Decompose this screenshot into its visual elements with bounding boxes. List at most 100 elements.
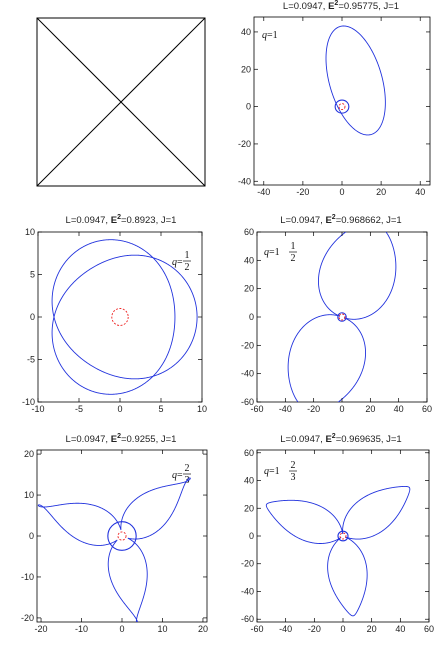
x-tick-label: 0 bbox=[340, 624, 345, 634]
horizon-circle bbox=[338, 313, 346, 321]
y-tick-label: 20 bbox=[24, 449, 34, 459]
panel-title: L=0.0947, E2=0.9255, J=1 bbox=[66, 433, 177, 445]
panel-diagram bbox=[36, 17, 206, 187]
y-tick-label: 40 bbox=[241, 27, 251, 37]
x-tick-label: 0 bbox=[339, 404, 344, 414]
orbit-path bbox=[325, 25, 386, 136]
x-tick-label: -20 bbox=[35, 624, 48, 634]
axis-layer: -40 -20 0 20 40 -40 -20 0 20 40 bbox=[238, 17, 430, 197]
panel-bottom-right: L=0.0947, E2=0.969635, J=1 q=1 2 3 -60 -4… bbox=[241, 433, 434, 634]
orbit-path bbox=[287, 232, 397, 402]
svg-text:q=: q= bbox=[172, 257, 183, 268]
x-tick-label: -40 bbox=[257, 187, 270, 197]
orbit-path bbox=[265, 485, 411, 617]
inner-orbit-circle bbox=[334, 99, 350, 114]
panel-title: L=0.0947, E2=0.8923, J=1 bbox=[66, 214, 177, 226]
axis-layer: -60 -40 -20 0 20 40 60 -60 -40 -20 0 20 40 60 bbox=[241, 227, 432, 414]
y-tick-label: -20 bbox=[241, 340, 254, 350]
axis-layer: -20 -10 0 10 20 -20 -10 0 10 20 bbox=[21, 449, 208, 634]
x-tick-label: 5 bbox=[158, 404, 163, 414]
q-label: q=1 bbox=[262, 30, 278, 41]
orbit-layer bbox=[51, 239, 198, 395]
orbit-layer bbox=[37, 477, 191, 622]
horizon-circle bbox=[111, 308, 129, 326]
axis-layer: -10 -5 0 5 10 -10 -5 0 5 10 bbox=[22, 227, 207, 414]
panel-title: L=0.0947, E2=0.95775, J=1 bbox=[283, 0, 399, 12]
svg-text:2: 2 bbox=[291, 253, 296, 264]
y-tick-label: 60 bbox=[244, 227, 254, 237]
x-tick-label: -60 bbox=[250, 624, 263, 634]
diagonal-line-2 bbox=[36, 17, 206, 187]
svg-text:2: 2 bbox=[185, 463, 190, 474]
x-tick-label: 0 bbox=[119, 624, 124, 634]
svg-text:1: 1 bbox=[291, 241, 296, 252]
x-tick-label: 20 bbox=[198, 624, 208, 634]
x-tick-label: -20 bbox=[296, 187, 309, 197]
orbit-path bbox=[37, 477, 191, 622]
y-tick-label: 20 bbox=[241, 64, 251, 74]
svg-text:q=1: q=1 bbox=[264, 466, 280, 477]
panel-bottom-left: L=0.0947, E2=0.9255, J=1 q= 2 3 -20 -10 0 1… bbox=[21, 433, 208, 634]
svg-text:2: 2 bbox=[291, 460, 296, 471]
y-tick-label: 0 bbox=[246, 102, 251, 112]
x-tick-label: 0 bbox=[339, 187, 344, 197]
svg-text:1: 1 bbox=[185, 250, 190, 261]
y-tick-label: -5 bbox=[27, 355, 35, 365]
y-tick-label: -10 bbox=[22, 397, 35, 407]
x-tick-label: 60 bbox=[424, 624, 434, 634]
panel-middle-right: L=0.0947, E2=0.968662, J=1 q=1 1 2 -60 -4… bbox=[241, 214, 432, 414]
y-tick-label: -20 bbox=[241, 559, 254, 569]
plot-frame bbox=[253, 16, 431, 186]
q-label: q=1 1 2 bbox=[264, 241, 297, 264]
x-tick-label: -5 bbox=[75, 404, 83, 414]
orbit-layer bbox=[325, 25, 386, 136]
y-tick-label: -40 bbox=[241, 586, 254, 596]
panel-title: L=0.0947, E2=0.969635, J=1 bbox=[280, 433, 401, 445]
horizon-circle bbox=[338, 103, 346, 111]
x-tick-label: 60 bbox=[422, 404, 432, 414]
svg-text:2: 2 bbox=[185, 262, 190, 273]
x-tick-label: -10 bbox=[75, 624, 88, 634]
x-tick-label: 10 bbox=[197, 404, 207, 414]
y-tick-label: 10 bbox=[24, 490, 34, 500]
x-tick-label: 40 bbox=[415, 187, 425, 197]
q-label: q= 1 2 bbox=[172, 250, 191, 273]
svg-text:q=1: q=1 bbox=[264, 247, 280, 258]
x-tick-label: -40 bbox=[279, 404, 292, 414]
y-tick-label: 20 bbox=[244, 503, 254, 513]
x-tick-label: 40 bbox=[394, 404, 404, 414]
x-tick-label: 0 bbox=[117, 404, 122, 414]
plot-frame bbox=[256, 231, 428, 403]
panel-middle-left: L=0.0947, E2=0.8923, J=1 q= 1 2 -10 -5 0 5 1… bbox=[22, 214, 207, 414]
panel-title: L=0.0947, E2=0.968662, J=1 bbox=[280, 214, 401, 226]
x-tick-label: -20 bbox=[307, 404, 320, 414]
x-tick-label: -40 bbox=[279, 624, 292, 634]
x-tick-label: 20 bbox=[376, 187, 386, 197]
x-tick-label: -60 bbox=[250, 404, 263, 414]
y-tick-label: 0 bbox=[249, 312, 254, 322]
diagram-frame bbox=[36, 17, 206, 187]
svg-text:q=: q= bbox=[172, 470, 183, 481]
plot-frame bbox=[256, 449, 430, 623]
x-tick-label: -10 bbox=[31, 404, 44, 414]
y-tick-label: -40 bbox=[241, 369, 254, 379]
panel-top-right: L=0.0947, E2=0.95775, J=1 q=1 -40 -20 0 20 4… bbox=[238, 0, 431, 197]
axis-layer: -60 -40 -20 0 20 40 60 -60 -40 -20 0 20 40 60 bbox=[241, 448, 434, 634]
y-tick-label: -20 bbox=[238, 139, 251, 149]
orbit-path bbox=[51, 239, 198, 395]
y-tick-label: -10 bbox=[21, 572, 34, 582]
orbit-layer bbox=[265, 485, 411, 617]
y-tick-label: 40 bbox=[244, 255, 254, 265]
x-tick-label: 20 bbox=[365, 404, 375, 414]
y-tick-label: 5 bbox=[30, 270, 35, 280]
svg-text:3: 3 bbox=[291, 472, 296, 483]
x-tick-label: -20 bbox=[308, 624, 321, 634]
inner-orbit-circle bbox=[107, 521, 137, 551]
y-tick-label: 0 bbox=[29, 531, 34, 541]
y-tick-label: -60 bbox=[241, 397, 254, 407]
y-tick-label: 0 bbox=[30, 312, 35, 322]
x-tick-label: 10 bbox=[157, 624, 167, 634]
inner-orbit-circle bbox=[337, 530, 349, 542]
y-tick-label: 40 bbox=[244, 476, 254, 486]
y-tick-label: 10 bbox=[25, 227, 35, 237]
